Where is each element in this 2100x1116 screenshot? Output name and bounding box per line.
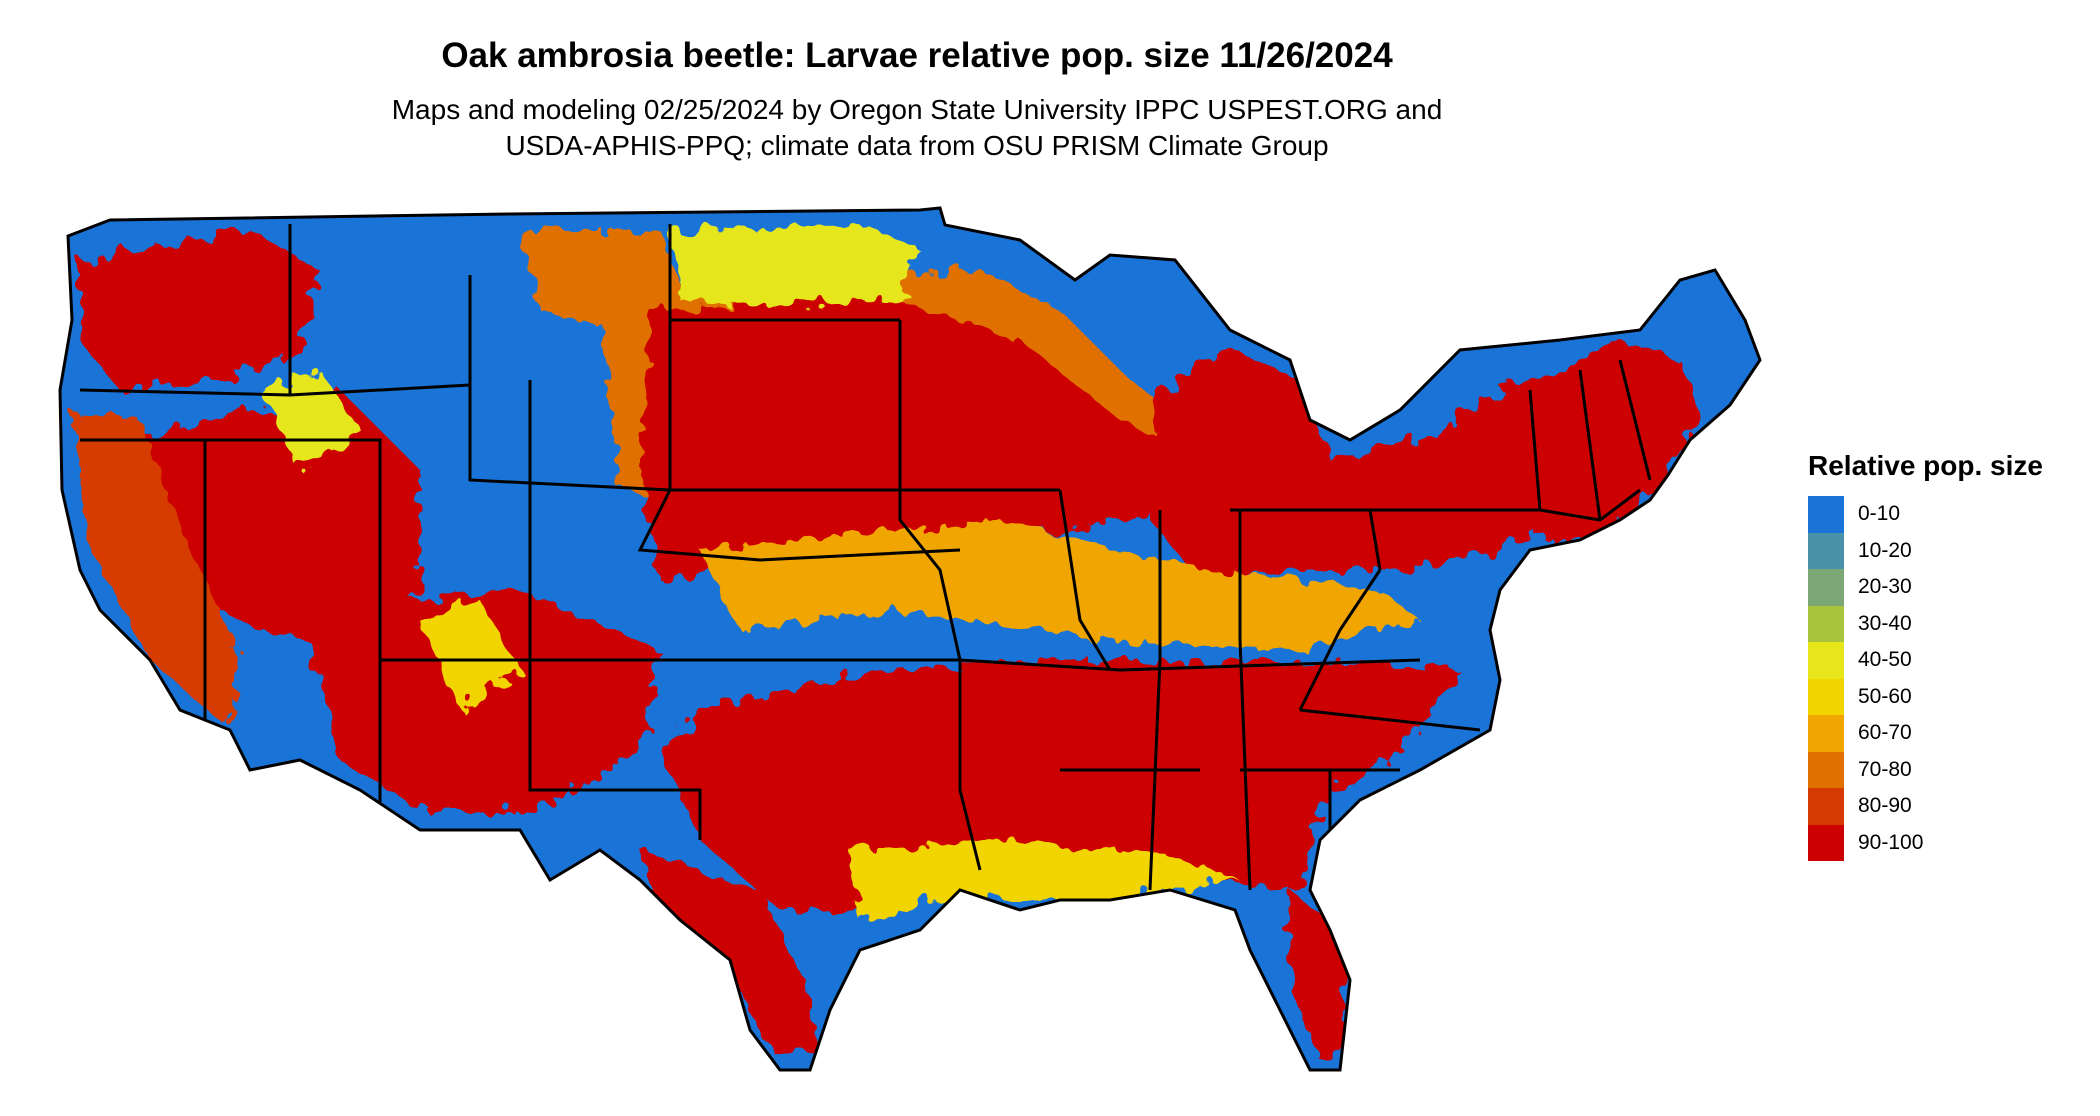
california-coast-mix — [70, 410, 240, 730]
great-lakes-red-region — [1150, 350, 1650, 580]
legend-label: 10-20 — [1858, 538, 1912, 562]
legend-items: 0-10 10-20 20-30 30-40 40-50 50-60 60-70 70-80 8… — [1808, 496, 2043, 861]
legend-item: 90-100 — [1808, 824, 2043, 861]
central-plains-red-region — [640, 300, 1190, 580]
legend-swatch — [1808, 532, 1844, 569]
legend-label: 90-100 — [1858, 830, 1924, 854]
four-corners-yellow — [420, 600, 520, 710]
montana-orange — [520, 230, 680, 330]
legend-swatch — [1808, 605, 1844, 642]
legend-swatch — [1808, 569, 1844, 606]
legend-item: 20-30 — [1808, 569, 2043, 606]
legend-swatch — [1808, 642, 1844, 679]
legend-item: 50-60 — [1808, 678, 2043, 715]
map-subtitle-line2: USDA-APHIS-PPQ; climate data from OSU PR… — [505, 130, 1329, 161]
legend-swatch — [1808, 751, 1844, 788]
us-outline — [58, 206, 1762, 1072]
northeast-red-region — [1510, 340, 1700, 540]
us-population-map — [58, 206, 1762, 1072]
legend-item: 70-80 — [1808, 751, 2043, 788]
gulf-coast-fringe — [850, 840, 1240, 920]
legend-label: 60-70 — [1858, 721, 1912, 745]
legend-item: 30-40 — [1808, 605, 2043, 642]
southwest-red — [300, 590, 660, 810]
legend-item: 60-70 — [1808, 715, 2043, 752]
pacific-northwest-red — [80, 230, 320, 390]
map-title: Oak ambrosia beetle: Larvae relative pop… — [441, 36, 1393, 75]
legend-label: 30-40 — [1858, 611, 1912, 635]
legend-item: 40-50 — [1808, 642, 2043, 679]
legend-swatch — [1808, 715, 1844, 752]
legend-label: 20-30 — [1858, 575, 1912, 599]
south-texas-red — [640, 850, 820, 1050]
legend-label: 40-50 — [1858, 648, 1912, 672]
legend-item: 80-90 — [1808, 788, 2043, 825]
legend-label: 70-80 — [1858, 757, 1912, 781]
legend-swatch — [1808, 824, 1844, 861]
legend-item: 0-10 — [1808, 496, 2043, 533]
state-borders — [79, 224, 1652, 891]
dakotas-yellow-patch — [670, 225, 920, 310]
legend: Relative pop. size 0-10 10-20 20-30 30-40 40… — [1808, 450, 2043, 861]
map-subtitle-line1: Maps and modeling 02/25/2024 by Oregon S… — [391, 94, 1443, 125]
legend-label: 50-60 — [1858, 684, 1912, 708]
legend-label: 80-90 — [1858, 794, 1912, 818]
legend-swatch — [1808, 788, 1844, 825]
legend-swatch — [1808, 678, 1844, 715]
legend-title: Relative pop. size — [1808, 450, 2043, 481]
legend-swatch — [1808, 496, 1844, 533]
southern-red-region — [660, 660, 1460, 910]
legend-item: 10-20 — [1808, 532, 2043, 569]
legend-label: 0-10 — [1858, 502, 1901, 526]
